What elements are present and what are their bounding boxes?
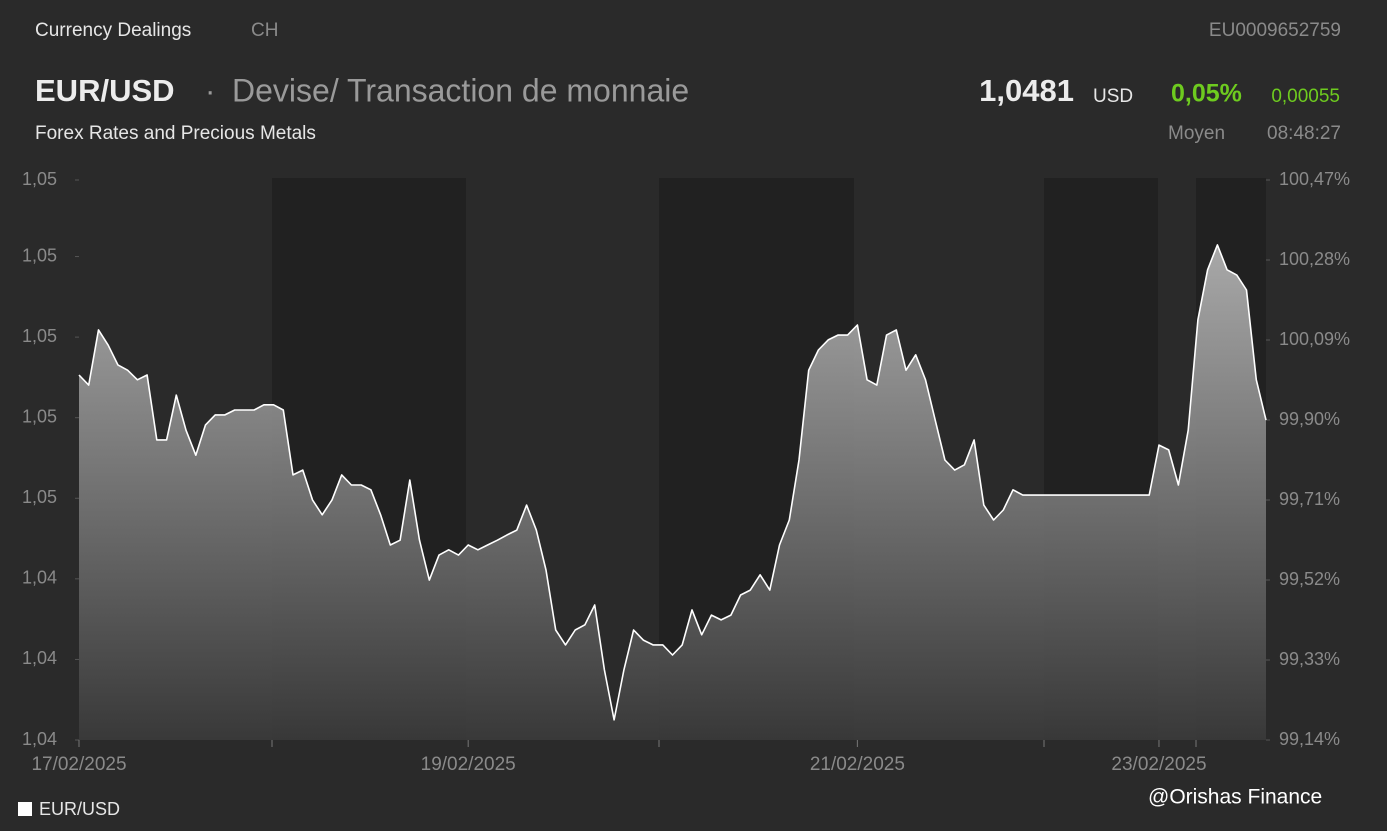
price: 1,0481: [979, 73, 1074, 108]
y-tick-label: 1,05: [22, 245, 57, 265]
x-tick-label: 19/02/2025: [421, 754, 516, 775]
x-tick-label: 23/02/2025: [1111, 754, 1206, 775]
isin: EU0009652759: [1209, 20, 1341, 41]
header: Currency Dealings CH EU0009652759 EUR/US…: [35, 20, 1341, 144]
y2-tick-label: 99,14%: [1279, 729, 1340, 749]
y-tick-label: 1,04: [22, 648, 57, 668]
time: 08:48:27: [1267, 123, 1341, 144]
symbol: EUR/USD: [35, 73, 175, 108]
y2-tick-label: 100,47%: [1279, 169, 1350, 189]
currency: USD: [1093, 86, 1133, 107]
area-fill: [79, 244, 1266, 740]
minor-ticks: [271, 740, 1197, 747]
watermark: @Orishas Finance: [1148, 786, 1322, 809]
subtitle: Forex Rates and Precious Metals: [35, 123, 316, 144]
legend-label: EUR/USD: [39, 799, 120, 819]
y2-tick-label: 99,33%: [1279, 649, 1340, 669]
price-type: Moyen: [1168, 123, 1225, 144]
y2-tick-label: 100,09%: [1279, 329, 1350, 349]
y-tick-label: 1,04: [22, 729, 57, 749]
country: CH: [251, 20, 278, 41]
y-tick-label: 1,04: [22, 568, 57, 588]
y-tick-label: 1,05: [22, 326, 57, 346]
legend: EUR/USD: [18, 799, 120, 819]
change-percent: 0,05%: [1171, 80, 1242, 108]
y-tick-label: 1,05: [22, 169, 57, 189]
y-tick-label: 1,05: [22, 406, 57, 426]
y2-tick-label: 99,90%: [1279, 409, 1340, 429]
y2-tick-label: 100,28%: [1279, 249, 1350, 269]
section: Currency Dealings: [35, 20, 191, 41]
description: Devise/ Transaction de monnaie: [232, 72, 689, 108]
change-abs: 0,00055: [1271, 86, 1340, 107]
y2-tick-label: 99,52%: [1279, 569, 1340, 589]
y2-tick-label: 99,71%: [1279, 489, 1340, 509]
y-tick-label: 1,05: [22, 487, 57, 507]
price-line: [78, 244, 1267, 721]
legend-swatch: [18, 802, 32, 816]
x-tick-label: 21/02/2025: [810, 754, 905, 775]
x-tick-label: 17/02/2025: [31, 754, 126, 775]
plot: 1,04 1,04 1,04 1,05 1,05 1,05 1,05 1,05 99,14% 99…: [22, 169, 1350, 775]
separator: ·: [205, 73, 215, 108]
